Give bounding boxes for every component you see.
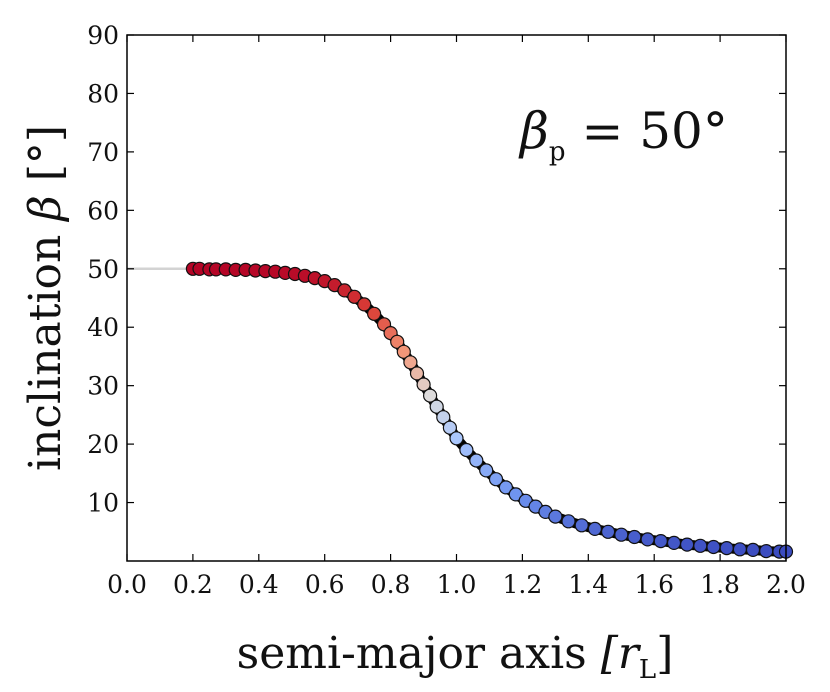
x-axis-title: semi-major axis [rL] [237, 628, 674, 685]
data-point [442, 420, 457, 435]
data-point [561, 514, 576, 529]
data-point [548, 509, 563, 524]
data-point [347, 289, 362, 304]
data-point [403, 355, 418, 370]
data-point [488, 472, 504, 487]
y-tick-label: 50 [87, 255, 119, 284]
data-point [479, 463, 494, 478]
x-tick-label: 1.4 [568, 570, 608, 599]
y-tick-label: 40 [87, 313, 119, 342]
data-point [574, 518, 589, 533]
data-point [627, 529, 642, 545]
data-point [745, 542, 761, 558]
annotation: βp = 50° [518, 102, 728, 167]
data-point [436, 410, 451, 425]
x-tick-label: 0.6 [305, 570, 345, 599]
data-point [666, 535, 682, 551]
series-curve [187, 263, 791, 557]
y-tick-label: 10 [87, 489, 119, 518]
data-point [416, 377, 431, 392]
data-point [449, 431, 464, 446]
data-point [459, 442, 474, 458]
data-point [423, 388, 438, 403]
data-point [390, 334, 405, 349]
x-tick-label: 0.2 [173, 570, 213, 599]
data-point [640, 532, 655, 547]
x-tick-label: 1.6 [634, 570, 674, 599]
data-point [508, 487, 523, 502]
y-tick-label: 30 [87, 372, 119, 401]
data-point [679, 537, 695, 552]
tick-labels: 0.0 0.2 0.4 0.6 0.8 1.0 1.2 1.4 1.6 1.8 2.0 10 20 30 4… [87, 21, 806, 599]
x-tick-label: 1.0 [437, 570, 477, 599]
y-tick-label: 60 [87, 196, 119, 225]
data-point [396, 344, 411, 359]
data-point [469, 453, 484, 468]
y-tick-label: 70 [87, 138, 119, 167]
data-point [600, 524, 616, 539]
x-tick-label: 1.2 [503, 570, 543, 599]
x-tick-label: 2.0 [766, 570, 806, 599]
data-point [498, 480, 513, 495]
y-axis-title: inclination β [°] [20, 125, 71, 471]
data-point [693, 538, 708, 553]
axes [126, 34, 787, 562]
x-tick-label: 0.8 [371, 570, 411, 599]
data-point [367, 306, 382, 321]
data-point [759, 543, 774, 559]
data-point [587, 521, 603, 537]
data-point [409, 366, 425, 381]
data-point [719, 540, 734, 556]
data-point [429, 399, 444, 414]
data-point [653, 533, 668, 549]
y-tick-label: 20 [87, 430, 119, 459]
x-tick-label: 0.0 [107, 570, 147, 599]
y-tick-label: 90 [87, 21, 119, 50]
data-point [337, 283, 352, 298]
data-point [614, 527, 629, 542]
data-point [732, 542, 748, 557]
data-point [357, 297, 372, 312]
data-point [706, 539, 721, 555]
data-marks [127, 261, 794, 559]
x-tick-label: 1.8 [700, 570, 740, 599]
x-tick-label: 0.4 [239, 570, 279, 599]
y-tick-label: 80 [87, 79, 119, 108]
